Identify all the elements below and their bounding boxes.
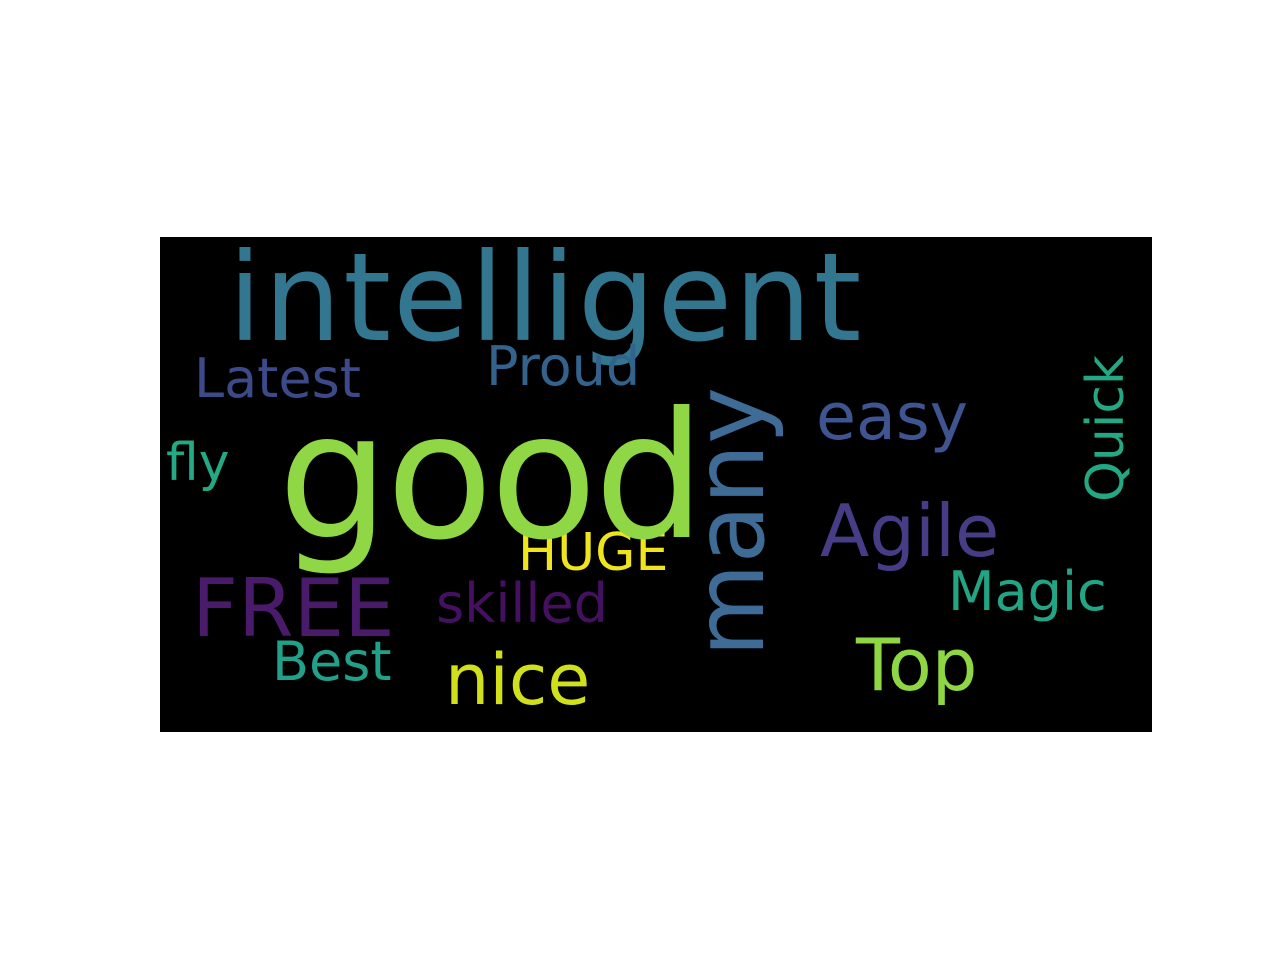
word-latest: Latest [194, 347, 361, 410]
word-magic: Magic [948, 560, 1107, 623]
word-agile: Agile [820, 489, 1000, 573]
word-skilled: skilled [436, 572, 608, 635]
word-quick: Quick [1076, 354, 1136, 502]
word-best: Best [272, 630, 392, 693]
word-cloud-image: intelligent Latest Proud easy fly Agile … [160, 237, 1152, 732]
word-intelligent: intelligent [228, 237, 864, 369]
word-proud: Proud [486, 335, 641, 398]
word-fly: fly [166, 433, 230, 493]
word-free: FREE [192, 562, 395, 655]
word-good: good [278, 376, 705, 579]
word-top: Top [856, 623, 978, 707]
word-easy: easy [816, 380, 969, 455]
word-nice: nice [445, 639, 591, 721]
word-many: many [674, 387, 786, 657]
word-huge: HUGE [518, 523, 669, 583]
